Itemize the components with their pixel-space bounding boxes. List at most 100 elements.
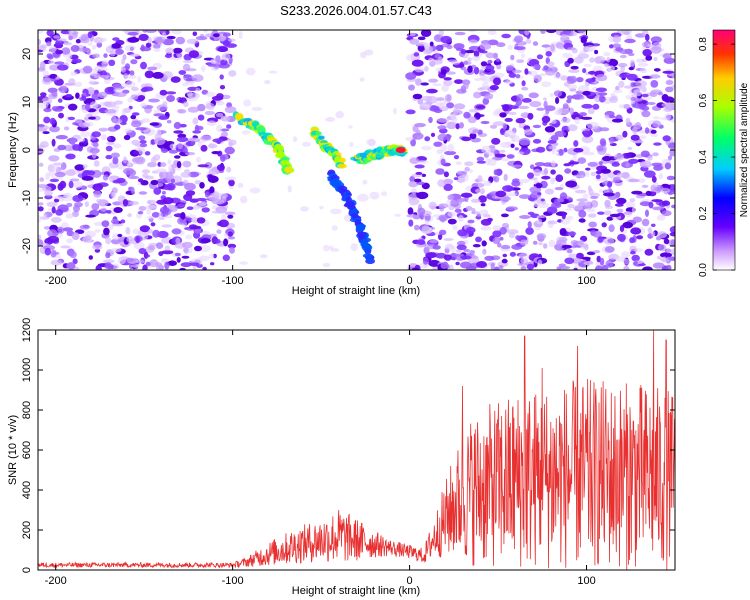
- spectrogram-cell: [211, 210, 222, 214]
- spectrogram-cell: [500, 128, 505, 134]
- spectrogram-cell: [92, 53, 100, 59]
- spectrogram-cell: [82, 163, 88, 169]
- spectrogram-cell: [207, 143, 218, 149]
- spectrogram-cell: [527, 172, 534, 179]
- spectrogram-cell: [596, 145, 604, 152]
- spectrogram-cell: [498, 265, 504, 270]
- spectrogram-cell: [146, 207, 151, 215]
- spectrogram-cell: [207, 174, 213, 178]
- spectrogram-cell: [501, 213, 509, 218]
- spectrogram-cell: [87, 31, 93, 39]
- spectrogram-cell: [91, 150, 97, 159]
- spectrogram-cell: [606, 216, 614, 221]
- spectrogram-cell: [220, 154, 226, 162]
- spectrogram-cell: [421, 145, 432, 151]
- spectrogram-cell: [122, 199, 129, 207]
- spectrogram-cell: [572, 153, 577, 161]
- spectrogram-cell: [640, 150, 650, 158]
- spectrogram-cell: [138, 135, 146, 141]
- snr-x-ticks: -200 -100 0 100: [45, 330, 596, 587]
- spectrogram-cell: [464, 166, 470, 172]
- spectrogram-cell: [499, 112, 507, 118]
- spectrogram-cell: [520, 239, 529, 246]
- spectrogram-cell: [463, 111, 471, 119]
- spectrogram-cell: [45, 172, 50, 180]
- spectrogram-cell: [422, 103, 430, 109]
- ridge-cell: [236, 113, 244, 120]
- spectrogram-cell: [53, 198, 60, 203]
- spectrogram-cell: [645, 127, 650, 134]
- spectrogram-cell: [424, 65, 429, 72]
- spectrogram-cell: [468, 108, 478, 113]
- spectrogram-cell: [672, 251, 675, 255]
- spectrogram-cell: [515, 235, 520, 241]
- spectrogram-cell: [190, 141, 195, 145]
- spectrogram-cell: [480, 50, 488, 54]
- spectrogram-cell: [161, 32, 167, 40]
- spectrogram-cell: [573, 147, 584, 153]
- spectrogram-cell: [496, 64, 502, 70]
- spectrogram-cell: [537, 192, 542, 196]
- colorbar-ticks: 0.0 0.2 0.4 0.6 0.8: [698, 37, 735, 277]
- spectrogram-cell: [224, 211, 236, 216]
- spectrogram-cell: [587, 107, 595, 115]
- spectrogram-cell: [105, 154, 113, 160]
- spectrogram-cell: [156, 264, 164, 270]
- x-tick-label: 100: [577, 275, 595, 287]
- spectrogram-cell: [217, 46, 229, 53]
- spectrogram-cell: [120, 66, 126, 73]
- spectrogram-cell: [50, 259, 63, 266]
- spectrogram-cell: [130, 186, 135, 195]
- spectrogram-cell: [147, 200, 152, 205]
- spectrogram-cell: [71, 58, 82, 64]
- colorbar-tick-label: 0.8: [698, 37, 709, 51]
- spectrogram-cell: [88, 80, 95, 84]
- spectrogram-cell: [616, 208, 624, 213]
- spectrogram-cell: [46, 30, 54, 37]
- spectrogram-cell: [489, 84, 499, 91]
- snr-plot: -200 -100 0 100 0 200 400 600 800 1000 1200 Heigh…: [7, 318, 676, 597]
- spectrogram-cell: [144, 70, 154, 79]
- spectrogram-cell: [55, 209, 64, 216]
- spectrogram-y-label: Frequency (Hz): [7, 112, 19, 188]
- spectrogram-cell: [454, 79, 464, 84]
- spectrogram-cell: [619, 73, 628, 79]
- spectrogram-cell: [461, 136, 472, 142]
- spectrogram-cell: [417, 36, 426, 41]
- spectrogram-cell: [455, 249, 462, 253]
- spectrogram-cell: [472, 244, 481, 248]
- spectrogram-cell: [152, 229, 161, 238]
- spectrogram-cell: [612, 43, 622, 48]
- spectrogram-cell: [139, 140, 147, 144]
- spectrogram-cell: [415, 78, 422, 86]
- spectrogram-cell: [436, 149, 443, 155]
- spectrogram-cell: [170, 178, 176, 184]
- spectrogram-cell: [422, 257, 429, 265]
- ridge-cell: [362, 253, 373, 259]
- spectrogram-cell: [661, 94, 669, 102]
- spectrogram-cell: [520, 53, 525, 59]
- spectrogram-cell: [105, 236, 112, 245]
- spectrogram-cell: [188, 50, 200, 58]
- spectrogram-cell: [131, 120, 142, 128]
- spectrogram-cell: [144, 151, 151, 156]
- spectrogram-cell: [166, 182, 176, 191]
- spectrogram-cell: [89, 147, 100, 154]
- spectrogram-cell: [567, 57, 574, 64]
- spectrogram-cell: [614, 203, 624, 207]
- spectrogram-cell: [518, 194, 531, 200]
- spectrogram-cell: [437, 133, 448, 142]
- spectrogram-cell: [518, 178, 530, 184]
- spectrogram-cell: [594, 56, 602, 64]
- spectrogram-cell: [103, 53, 108, 58]
- spectrogram-cell: [459, 122, 464, 129]
- spectrogram-cell: [153, 187, 162, 195]
- spectrogram-cell: [567, 47, 576, 51]
- spectrogram-cell: [123, 134, 131, 141]
- spectrogram-cell: [125, 226, 131, 235]
- spectrogram-cell: [409, 175, 416, 183]
- spectrogram-cell: [574, 189, 587, 194]
- spectrogram-cell: [38, 202, 44, 206]
- spectrogram-cell: [435, 44, 444, 52]
- spectrogram-cell: [102, 259, 115, 264]
